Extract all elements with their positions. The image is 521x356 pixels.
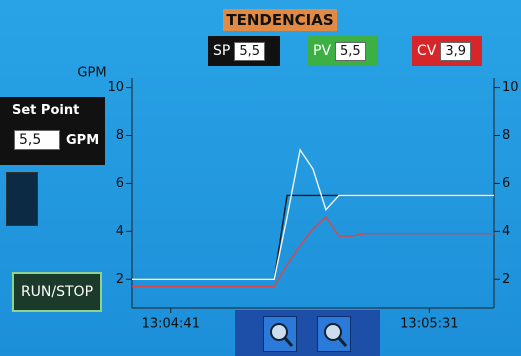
y-tick-label: 10: [107, 80, 124, 95]
y2-tick-label: 8: [502, 128, 510, 143]
y-tick-label: 6: [116, 176, 124, 191]
series-line: [132, 150, 494, 279]
trend-chart: GPM 2 2 4 4 6 6 8 8 10 10 13:04:41 13:05:31: [0, 0, 521, 356]
y-axis-label: GPM: [77, 66, 106, 81]
series-line: [132, 217, 494, 286]
y-tick-label: 4: [116, 224, 124, 239]
y2-tick-label: 10: [502, 80, 519, 95]
y-tick-label: 2: [116, 272, 124, 287]
y2-tick-label: 2: [502, 272, 510, 287]
x-tick-label: 13:04:41: [142, 317, 200, 332]
hmi-screen: TENDENCIAS SP 5,5 PV 5,5 CV 3,9 Set Poin…: [0, 0, 521, 356]
y2-tick-label: 6: [502, 176, 510, 191]
y2-tick-label: 4: [502, 224, 510, 239]
y-tick-label: 8: [116, 128, 124, 143]
x-tick-label: 13:05:31: [400, 317, 458, 332]
series-line: [132, 195, 494, 279]
